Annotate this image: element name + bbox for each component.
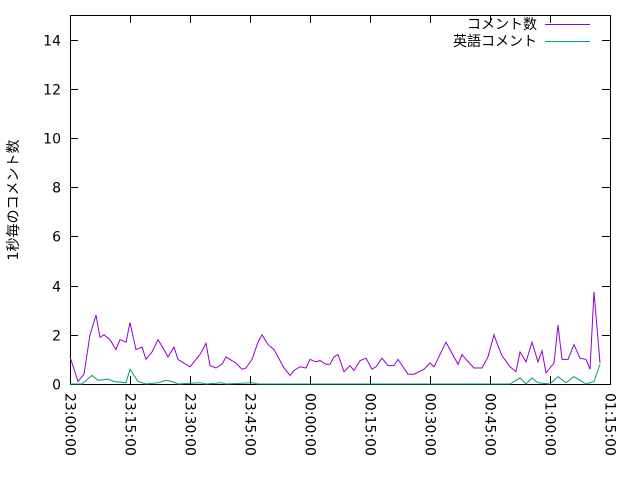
y-tick-label: 2 xyxy=(52,329,61,345)
x-tick-label: 23:00:00 xyxy=(62,393,78,456)
x-tick-label: 00:15:00 xyxy=(362,393,378,456)
y-axis-label: 1秒毎のコメント数 xyxy=(6,140,22,261)
plot-frame xyxy=(70,15,611,385)
x-tick-label: 23:15:00 xyxy=(122,393,138,456)
x-tick-label: 00:45:00 xyxy=(482,393,498,456)
x-tick-label: 01:00:00 xyxy=(542,393,558,456)
x-tick-label: 23:45:00 xyxy=(242,393,258,456)
y-tick-label: 8 xyxy=(52,181,61,197)
series-line-1 xyxy=(70,364,601,385)
x-tick-label: 01:15:00 xyxy=(602,393,618,456)
x-tick-label: 23:30:00 xyxy=(182,393,198,456)
y-tick-label: 12 xyxy=(43,83,61,99)
x-tick-label: 00:30:00 xyxy=(422,393,438,456)
y-tick-label: 4 xyxy=(52,280,61,296)
series-line-0 xyxy=(69,291,601,383)
y-tick-label: 10 xyxy=(43,132,61,148)
legend-label: 英語コメント xyxy=(453,33,537,50)
y-tick-label: 14 xyxy=(43,34,61,50)
x-tick-label: 00:00:00 xyxy=(302,393,318,456)
y-tick-label: 6 xyxy=(52,230,61,246)
legend-label: コメント数 xyxy=(467,17,537,33)
y-tick-label: 0 xyxy=(52,378,61,394)
